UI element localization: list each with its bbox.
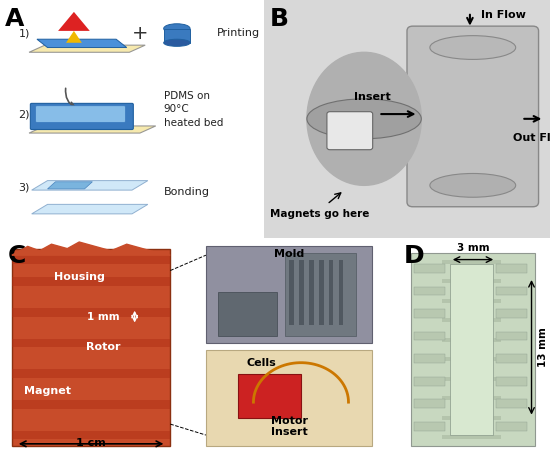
Text: Motor
Insert: Motor Insert bbox=[271, 416, 307, 437]
Polygon shape bbox=[29, 126, 156, 133]
Polygon shape bbox=[32, 204, 148, 214]
Text: B: B bbox=[270, 7, 289, 31]
Bar bbox=[442, 298, 501, 303]
Bar bbox=[442, 415, 501, 420]
Bar bbox=[12, 255, 170, 264]
Bar bbox=[164, 28, 190, 43]
Text: 1 mm: 1 mm bbox=[87, 312, 119, 322]
Bar bbox=[496, 422, 527, 430]
Text: In Flow: In Flow bbox=[481, 10, 526, 20]
Bar bbox=[12, 249, 170, 446]
Text: Printing: Printing bbox=[217, 28, 260, 38]
FancyBboxPatch shape bbox=[30, 103, 133, 129]
Bar bbox=[415, 377, 446, 386]
Bar bbox=[238, 374, 301, 418]
Bar bbox=[496, 332, 527, 340]
Bar bbox=[442, 260, 501, 264]
Bar bbox=[12, 400, 170, 409]
FancyBboxPatch shape bbox=[327, 112, 373, 150]
Text: Bonding: Bonding bbox=[164, 187, 210, 197]
Bar bbox=[415, 287, 446, 295]
Text: 1 cm: 1 cm bbox=[76, 438, 106, 448]
Text: Cells: Cells bbox=[246, 358, 276, 368]
Polygon shape bbox=[32, 181, 148, 190]
Text: 3 mm: 3 mm bbox=[456, 243, 490, 253]
Text: Housing: Housing bbox=[54, 272, 104, 282]
FancyBboxPatch shape bbox=[36, 106, 125, 122]
Bar bbox=[299, 260, 304, 325]
Bar bbox=[496, 264, 527, 273]
Ellipse shape bbox=[307, 99, 421, 139]
Bar bbox=[309, 260, 313, 325]
Bar bbox=[415, 354, 446, 363]
Text: Magnets go here: Magnets go here bbox=[270, 209, 369, 218]
Bar bbox=[442, 318, 501, 323]
FancyBboxPatch shape bbox=[407, 26, 538, 207]
Text: 2): 2) bbox=[19, 109, 30, 119]
Bar bbox=[329, 260, 333, 325]
Bar bbox=[442, 338, 501, 342]
Bar bbox=[496, 399, 527, 408]
Ellipse shape bbox=[430, 174, 516, 197]
Ellipse shape bbox=[430, 36, 516, 59]
Bar bbox=[206, 246, 372, 343]
Polygon shape bbox=[47, 182, 92, 189]
Bar bbox=[496, 309, 527, 318]
Bar bbox=[206, 350, 372, 446]
Text: Magnet: Magnet bbox=[24, 386, 71, 396]
Bar bbox=[12, 308, 170, 317]
Bar bbox=[496, 287, 527, 295]
Text: PDMS on
90°C
heated bed: PDMS on 90°C heated bed bbox=[164, 91, 223, 128]
Bar bbox=[12, 369, 170, 378]
Bar bbox=[450, 264, 493, 435]
Polygon shape bbox=[66, 31, 82, 43]
Text: 13 mm: 13 mm bbox=[538, 327, 548, 367]
Text: 3): 3) bbox=[19, 183, 30, 193]
Bar bbox=[442, 357, 501, 361]
Polygon shape bbox=[29, 45, 145, 52]
Bar bbox=[415, 422, 446, 430]
Bar bbox=[411, 253, 535, 446]
Text: Insert: Insert bbox=[354, 92, 391, 102]
Bar bbox=[289, 260, 294, 325]
Bar bbox=[415, 399, 446, 408]
Text: A: A bbox=[6, 7, 25, 31]
Bar bbox=[415, 309, 446, 318]
Bar bbox=[442, 279, 501, 283]
Polygon shape bbox=[37, 39, 126, 48]
Ellipse shape bbox=[164, 24, 190, 33]
Bar bbox=[442, 396, 501, 400]
Text: Rotor: Rotor bbox=[86, 342, 120, 352]
Text: D: D bbox=[404, 244, 425, 268]
Text: C: C bbox=[8, 244, 26, 268]
Bar bbox=[12, 339, 170, 347]
Polygon shape bbox=[307, 53, 421, 186]
Bar bbox=[415, 332, 446, 340]
Bar bbox=[218, 292, 277, 336]
Bar bbox=[442, 435, 501, 440]
Polygon shape bbox=[58, 12, 90, 31]
Polygon shape bbox=[12, 242, 170, 255]
Bar bbox=[442, 377, 501, 381]
Bar bbox=[12, 430, 170, 440]
Bar bbox=[12, 277, 170, 286]
Bar bbox=[319, 260, 323, 325]
Bar bbox=[496, 354, 527, 363]
Text: 1): 1) bbox=[19, 28, 30, 38]
Bar bbox=[496, 377, 527, 386]
Text: Out Flow: Out Flow bbox=[513, 133, 550, 143]
Text: +: + bbox=[131, 24, 148, 43]
Bar bbox=[285, 253, 356, 336]
Ellipse shape bbox=[164, 39, 190, 46]
Bar bbox=[415, 264, 446, 273]
Text: Mold: Mold bbox=[274, 249, 304, 259]
Bar bbox=[339, 260, 343, 325]
